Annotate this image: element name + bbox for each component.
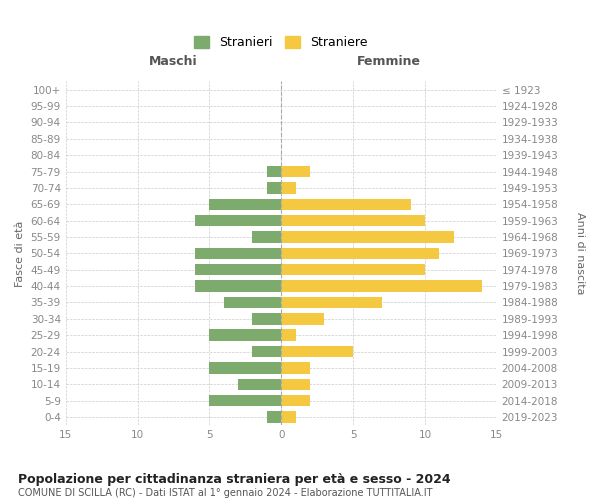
- Bar: [209, 198, 281, 210]
- Bar: [238, 378, 281, 390]
- Bar: [195, 215, 281, 226]
- Bar: [281, 378, 310, 390]
- Bar: [224, 296, 281, 308]
- Bar: [281, 346, 353, 357]
- Y-axis label: Anni di nascita: Anni di nascita: [575, 212, 585, 294]
- Bar: [253, 231, 281, 242]
- Bar: [209, 330, 281, 341]
- Bar: [281, 411, 296, 422]
- Text: Maschi: Maschi: [149, 56, 198, 68]
- Bar: [281, 313, 325, 324]
- Text: Popolazione per cittadinanza straniera per età e sesso - 2024: Popolazione per cittadinanza straniera p…: [18, 472, 451, 486]
- Bar: [209, 362, 281, 374]
- Bar: [281, 182, 296, 194]
- Bar: [209, 395, 281, 406]
- Bar: [195, 248, 281, 259]
- Bar: [253, 346, 281, 357]
- Bar: [281, 296, 382, 308]
- Bar: [281, 198, 410, 210]
- Bar: [267, 411, 281, 422]
- Text: Femmine: Femmine: [357, 56, 421, 68]
- Bar: [281, 166, 310, 177]
- Bar: [281, 330, 296, 341]
- Bar: [281, 280, 482, 292]
- Bar: [281, 215, 425, 226]
- Bar: [267, 166, 281, 177]
- Bar: [281, 231, 454, 242]
- Bar: [281, 248, 439, 259]
- Legend: Stranieri, Straniere: Stranieri, Straniere: [194, 36, 368, 49]
- Bar: [253, 313, 281, 324]
- Bar: [281, 362, 310, 374]
- Bar: [281, 395, 310, 406]
- Bar: [267, 182, 281, 194]
- Bar: [195, 280, 281, 292]
- Bar: [195, 264, 281, 276]
- Text: COMUNE DI SCILLA (RC) - Dati ISTAT al 1° gennaio 2024 - Elaborazione TUTTITALIA.: COMUNE DI SCILLA (RC) - Dati ISTAT al 1°…: [18, 488, 433, 498]
- Bar: [281, 264, 425, 276]
- Y-axis label: Fasce di età: Fasce di età: [15, 220, 25, 286]
